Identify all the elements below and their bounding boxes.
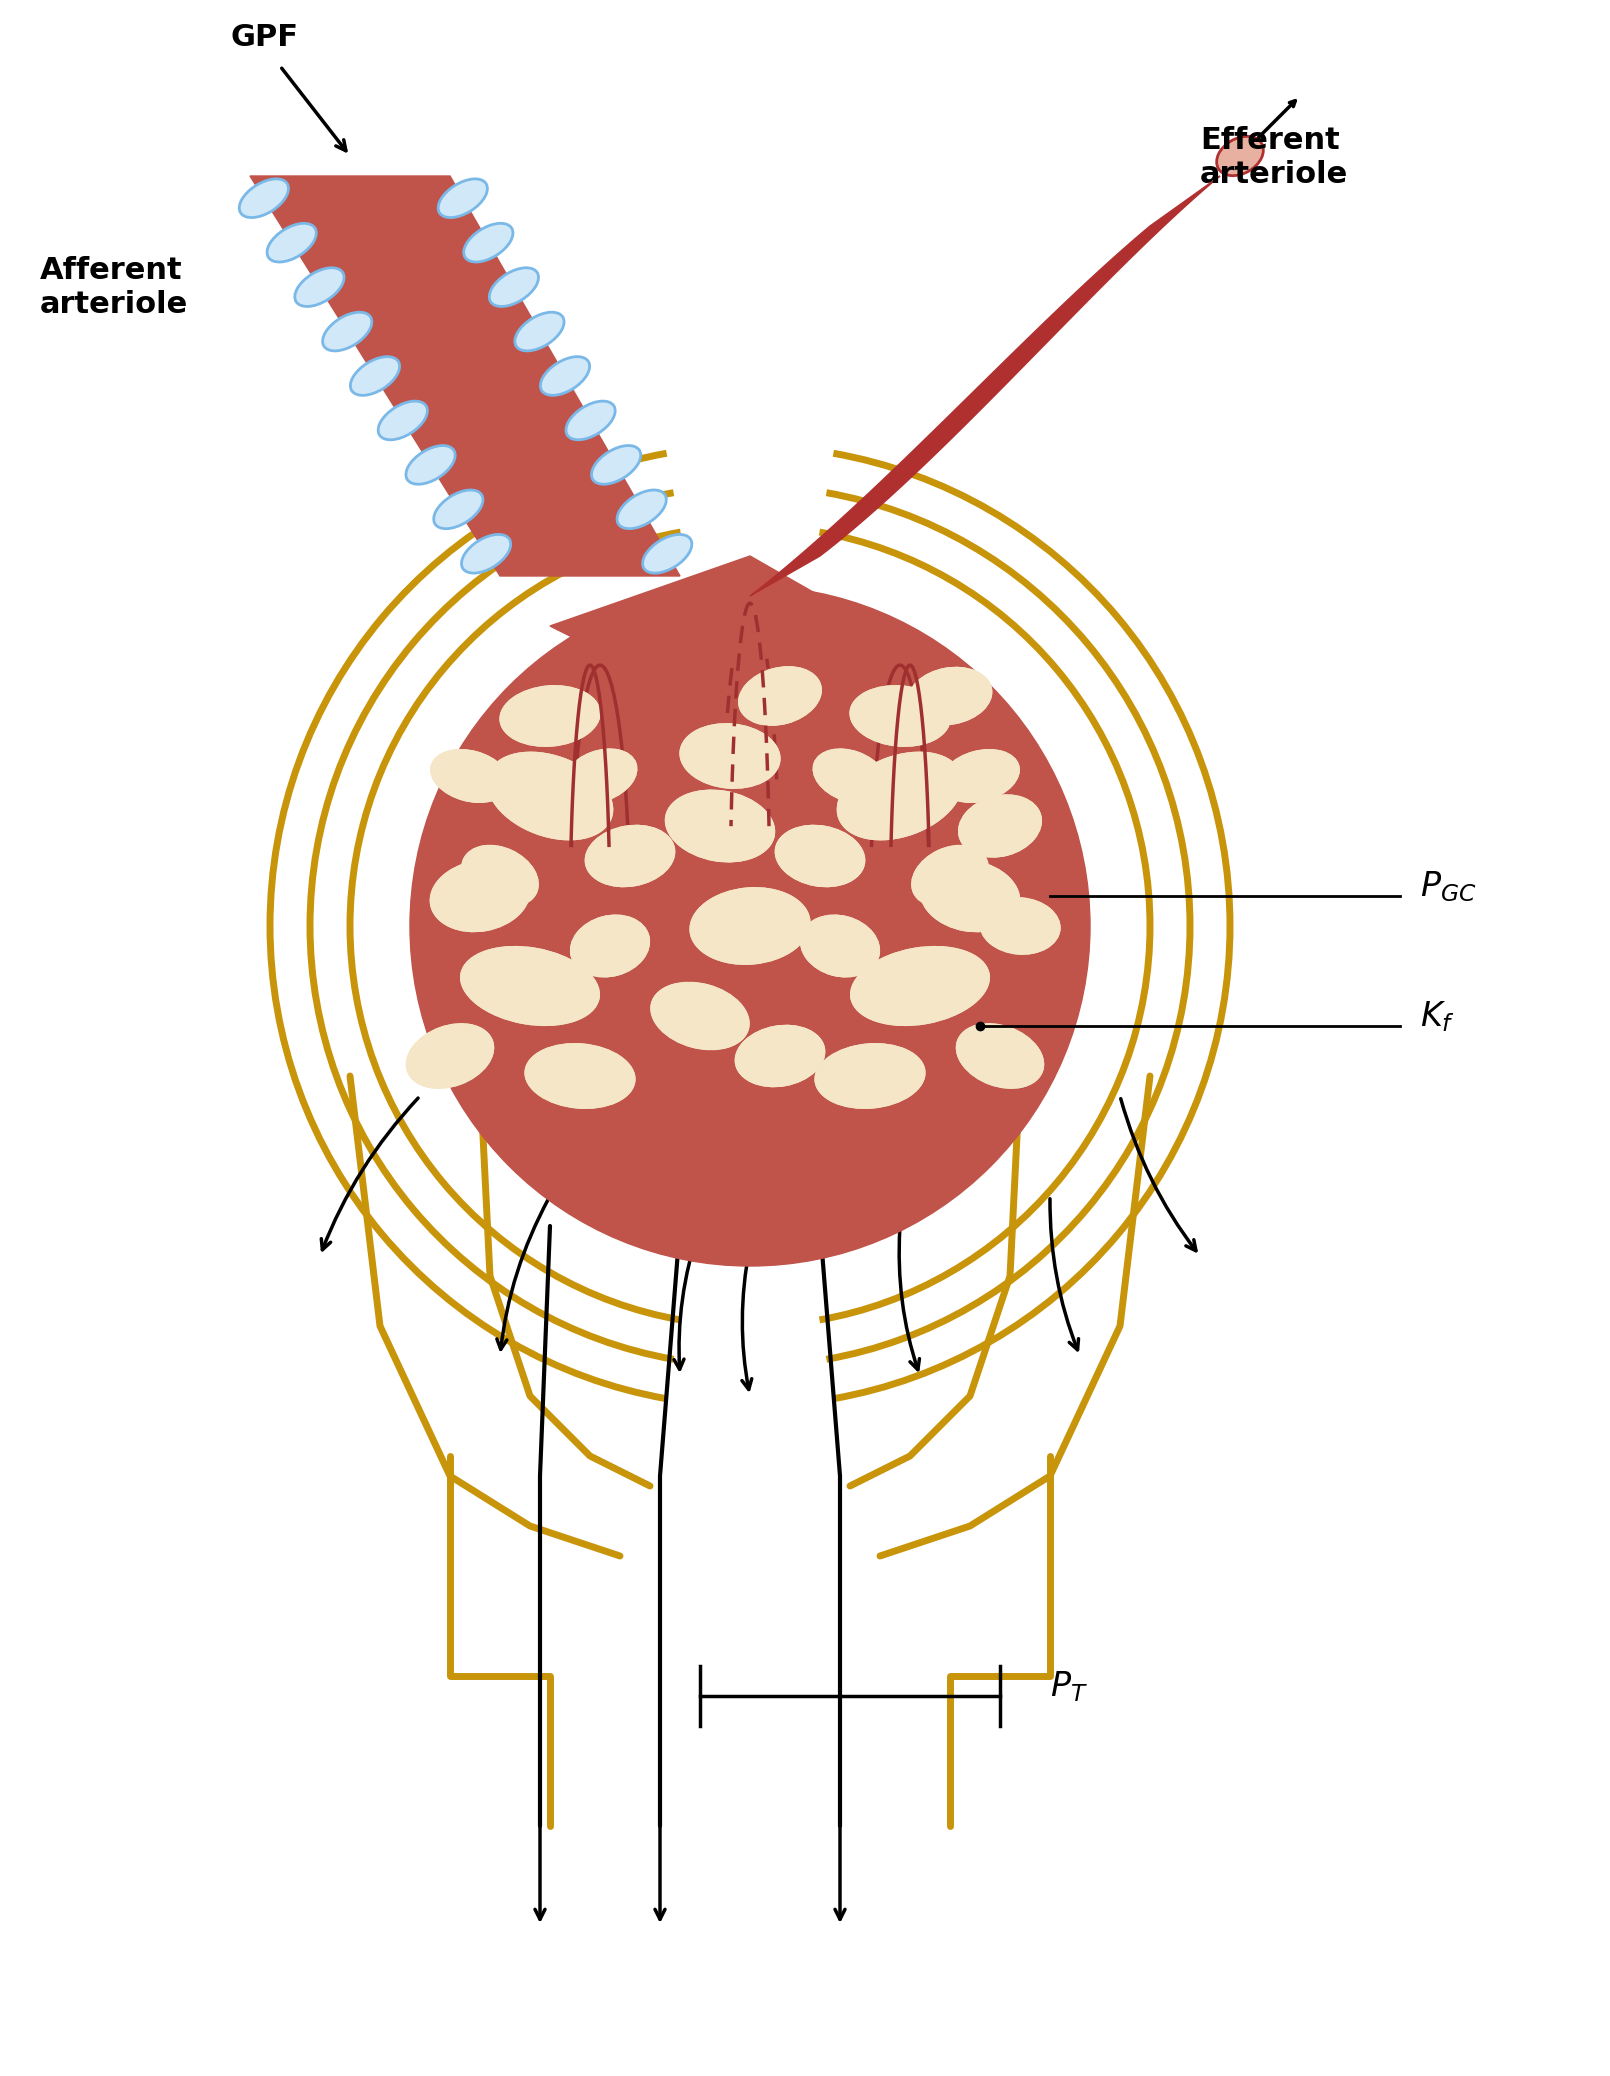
Ellipse shape <box>1217 137 1264 176</box>
Text: $K_f$: $K_f$ <box>1420 999 1455 1034</box>
Ellipse shape <box>736 1026 824 1086</box>
Ellipse shape <box>739 666 821 725</box>
Ellipse shape <box>691 889 810 963</box>
Ellipse shape <box>406 446 456 484</box>
Ellipse shape <box>433 490 483 529</box>
Ellipse shape <box>515 311 564 351</box>
Ellipse shape <box>813 749 887 803</box>
Ellipse shape <box>460 947 599 1026</box>
Ellipse shape <box>570 916 649 978</box>
Ellipse shape <box>462 845 538 907</box>
Ellipse shape <box>406 1023 494 1088</box>
Ellipse shape <box>462 845 538 907</box>
Ellipse shape <box>378 401 427 440</box>
Ellipse shape <box>430 859 530 932</box>
Text: Efferent
arteriole: Efferent arteriole <box>1199 127 1348 189</box>
Ellipse shape <box>921 859 1019 932</box>
Ellipse shape <box>908 668 992 725</box>
Polygon shape <box>250 176 679 575</box>
Ellipse shape <box>351 357 399 394</box>
Ellipse shape <box>908 668 992 725</box>
Ellipse shape <box>813 749 887 803</box>
Ellipse shape <box>489 268 538 307</box>
Ellipse shape <box>460 947 599 1026</box>
Ellipse shape <box>921 859 1019 932</box>
Ellipse shape <box>617 490 667 529</box>
Ellipse shape <box>564 749 636 803</box>
Ellipse shape <box>815 1044 924 1109</box>
Ellipse shape <box>815 1044 924 1109</box>
Ellipse shape <box>650 982 749 1050</box>
Ellipse shape <box>776 826 865 886</box>
Ellipse shape <box>850 947 989 1026</box>
Ellipse shape <box>650 982 749 1050</box>
Ellipse shape <box>980 899 1059 955</box>
Ellipse shape <box>525 1044 634 1109</box>
Ellipse shape <box>406 1023 494 1088</box>
Ellipse shape <box>462 534 510 573</box>
Ellipse shape <box>679 725 779 789</box>
Ellipse shape <box>850 685 950 745</box>
Ellipse shape <box>267 224 316 262</box>
Ellipse shape <box>776 826 865 886</box>
Text: Afferent
arteriole: Afferent arteriole <box>40 255 188 318</box>
Ellipse shape <box>850 685 950 745</box>
Text: $P_T$: $P_T$ <box>1050 1669 1088 1704</box>
Ellipse shape <box>438 179 488 218</box>
Ellipse shape <box>464 224 514 262</box>
Ellipse shape <box>837 752 963 839</box>
Ellipse shape <box>501 685 601 745</box>
Ellipse shape <box>911 845 989 907</box>
Ellipse shape <box>488 752 612 839</box>
Ellipse shape <box>564 749 636 803</box>
Ellipse shape <box>541 357 589 394</box>
Text: GPF: GPF <box>230 23 298 52</box>
Ellipse shape <box>800 916 879 978</box>
Ellipse shape <box>911 845 989 907</box>
Ellipse shape <box>956 1023 1043 1088</box>
Ellipse shape <box>739 666 821 725</box>
Ellipse shape <box>736 1026 824 1086</box>
Ellipse shape <box>431 749 509 801</box>
Ellipse shape <box>570 916 649 978</box>
Ellipse shape <box>586 826 675 886</box>
Ellipse shape <box>800 916 879 978</box>
Ellipse shape <box>642 534 692 573</box>
Ellipse shape <box>586 826 675 886</box>
Ellipse shape <box>322 311 372 351</box>
Ellipse shape <box>980 899 1059 955</box>
Ellipse shape <box>240 179 288 218</box>
Ellipse shape <box>958 795 1042 857</box>
Text: $P_{GC}$: $P_{GC}$ <box>1420 870 1476 903</box>
Ellipse shape <box>431 749 509 801</box>
Ellipse shape <box>488 752 612 839</box>
Ellipse shape <box>567 401 615 440</box>
Ellipse shape <box>501 685 601 745</box>
Ellipse shape <box>850 947 989 1026</box>
Ellipse shape <box>525 1044 634 1109</box>
Polygon shape <box>551 556 819 677</box>
Ellipse shape <box>956 1023 1043 1088</box>
Polygon shape <box>750 176 1220 596</box>
Ellipse shape <box>430 859 530 932</box>
Ellipse shape <box>679 725 779 789</box>
Ellipse shape <box>665 791 774 862</box>
Ellipse shape <box>837 752 963 839</box>
Ellipse shape <box>665 791 774 862</box>
Ellipse shape <box>940 749 1019 801</box>
Ellipse shape <box>295 268 345 307</box>
Circle shape <box>411 585 1090 1266</box>
Ellipse shape <box>591 446 641 484</box>
Ellipse shape <box>940 749 1019 801</box>
Circle shape <box>417 594 1084 1260</box>
Ellipse shape <box>958 795 1042 857</box>
Ellipse shape <box>691 889 810 963</box>
